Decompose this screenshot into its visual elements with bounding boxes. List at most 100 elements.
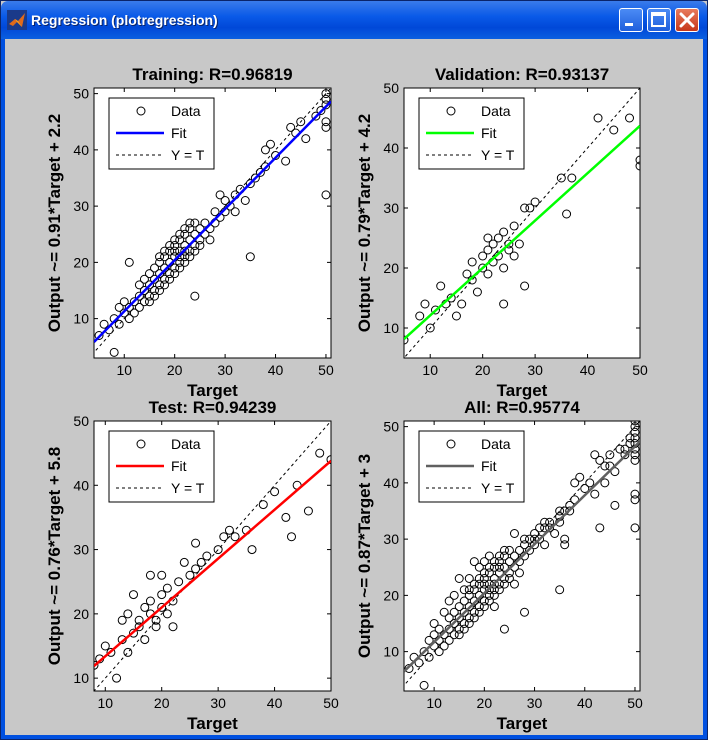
test-data-point — [168, 622, 178, 632]
all-data-point — [404, 664, 414, 673]
all-data-point — [484, 562, 494, 572]
training-ytick-label: 30 — [73, 198, 89, 214]
training-data-point — [220, 196, 230, 205]
all-data-point — [469, 596, 479, 606]
training-data-point — [165, 269, 175, 279]
training-data-point — [180, 246, 190, 256]
all-data-point — [479, 557, 489, 567]
training-data-point — [175, 235, 185, 245]
test-legend-label: Y = T — [171, 480, 205, 496]
validation-data-point — [609, 125, 619, 135]
test-data-point — [224, 525, 234, 535]
all-data-point — [630, 450, 640, 460]
matlab-logo-icon — [7, 10, 27, 30]
validation-xtick-label: 50 — [632, 362, 648, 378]
training-data-point — [134, 291, 144, 301]
all-data-point — [464, 613, 474, 623]
all-data-point — [449, 590, 459, 600]
all-data-point — [484, 551, 494, 561]
validation-data-point — [520, 203, 530, 213]
test-data-point — [185, 570, 195, 580]
all-plot: 10 20 30 40 50 10 20 30 40 50 All: R=0.95774 Target… — [355, 398, 643, 733]
training-data-point — [150, 286, 160, 295]
test-data-point — [129, 628, 138, 638]
all-data-point — [469, 607, 479, 617]
all-data-point — [630, 421, 640, 426]
all-data-point — [520, 551, 530, 561]
training-data-point — [321, 117, 331, 127]
all-data-point — [615, 444, 625, 454]
title-bar[interactable]: Regression (plotregression) — [1, 1, 707, 39]
training-data-point — [139, 286, 149, 295]
all-data-point — [444, 613, 454, 623]
test-data-point — [281, 512, 291, 522]
all-ytick-label: 20 — [383, 587, 399, 603]
test-fit-line — [94, 459, 331, 668]
test-legend-label: Fit — [171, 458, 187, 474]
test-data-point — [157, 570, 167, 580]
test-data-point — [179, 557, 189, 567]
all-xtick-label: 50 — [627, 695, 643, 711]
window-title: Regression (plotregression) — [31, 12, 218, 28]
all-data-point — [600, 478, 610, 488]
all-data-point — [459, 585, 469, 595]
test-xtick-label: 10 — [97, 695, 113, 711]
training-data-point — [160, 252, 170, 262]
training-data-point — [160, 246, 170, 256]
all-data-point — [444, 624, 454, 634]
test-ytick-label: 50 — [73, 413, 89, 429]
training-data-point — [281, 156, 291, 166]
test-data-point — [123, 647, 133, 657]
all-ytick-label: 50 — [383, 419, 399, 435]
training-plot: 10 20 30 40 50 10 20 30 40 50 Training: R=0.96819 T… — [45, 65, 334, 400]
close-button[interactable] — [675, 8, 699, 32]
training-data-point — [170, 246, 180, 256]
validation-data-point — [567, 173, 577, 183]
all-data-point — [555, 506, 565, 516]
training-data-point — [250, 173, 260, 183]
training-data-point — [134, 302, 144, 312]
training-data-point — [129, 308, 139, 318]
training-ytick-label: 50 — [73, 86, 89, 102]
test-data-point — [303, 506, 313, 516]
training-xtick-label: 30 — [217, 362, 233, 378]
training-xtick-label: 40 — [268, 362, 284, 378]
all-data-point — [479, 574, 489, 583]
all-data-point — [424, 635, 434, 645]
training-data-point — [150, 263, 160, 273]
all-data-point — [489, 557, 499, 567]
training-data-point — [195, 241, 205, 250]
validation-data-point — [457, 299, 467, 309]
test-title: Test: R=0.94239 — [149, 398, 277, 417]
maximize-button[interactable] — [647, 8, 671, 32]
validation-data-point — [504, 239, 514, 249]
all-data-point — [630, 455, 640, 465]
all-data-point — [560, 534, 570, 544]
all-data-point — [570, 478, 580, 488]
figure-area: 10 20 30 40 50 10 20 30 40 50 Training: R=0.96819 T… — [5, 39, 703, 735]
all-data-point — [525, 534, 535, 544]
all-data-point — [419, 680, 429, 690]
validation-data-point — [556, 173, 566, 183]
all-data-point — [550, 529, 560, 538]
training-data-point — [170, 263, 180, 273]
training-xlabel: Target — [187, 381, 238, 400]
minimize-button[interactable] — [619, 8, 643, 32]
validation-fit-line — [404, 124, 640, 341]
all-data-point — [540, 523, 550, 533]
all-data-point — [540, 540, 550, 550]
all-data-point — [489, 579, 499, 589]
all-data-point — [499, 551, 509, 561]
training-data-point — [124, 257, 134, 267]
all-data-point — [479, 596, 489, 606]
validation-legend-label: Fit — [481, 125, 497, 141]
all-data-point — [489, 562, 499, 572]
training-data-point — [165, 241, 175, 250]
all-data-point — [630, 422, 640, 432]
validation-data-point — [420, 299, 430, 309]
training-data-point — [296, 117, 306, 127]
test-data-point — [196, 557, 206, 567]
all-plot-area — [404, 421, 640, 690]
validation-data-point — [415, 311, 425, 321]
test-data-point — [112, 673, 122, 683]
